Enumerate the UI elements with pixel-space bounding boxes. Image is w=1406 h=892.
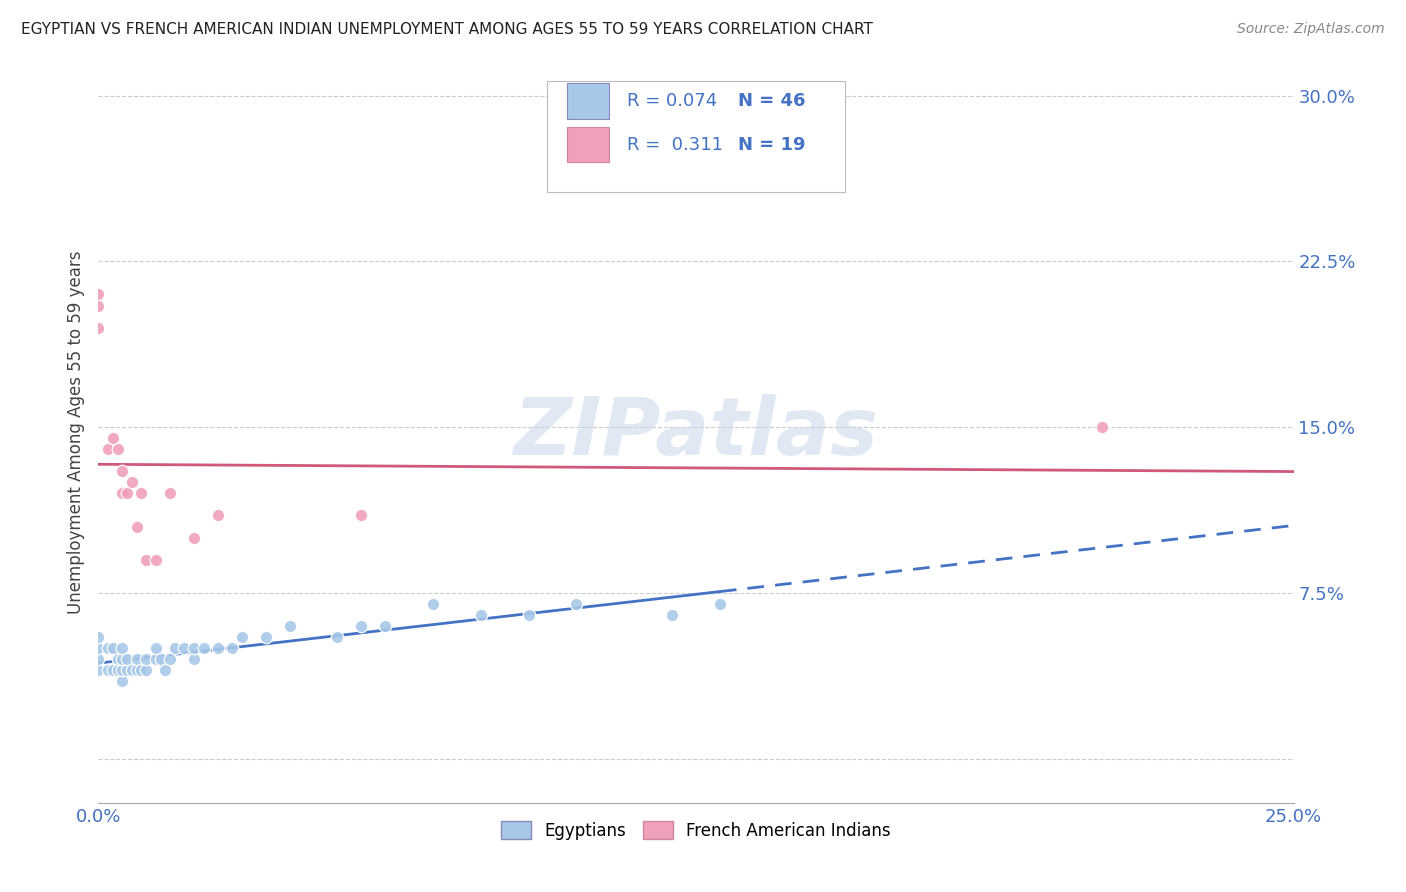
- Point: [145, 641, 167, 656]
- FancyBboxPatch shape: [567, 83, 609, 119]
- Point: [121, 475, 143, 490]
- Point: [107, 442, 129, 457]
- Text: Source: ZipAtlas.com: Source: ZipAtlas.com: [1237, 22, 1385, 37]
- Point: [207, 508, 229, 523]
- Point: [125, 519, 148, 533]
- Point: [159, 652, 181, 666]
- Point: [111, 486, 134, 500]
- Point: [1091, 420, 1114, 434]
- Point: [709, 597, 731, 611]
- Point: [661, 607, 683, 622]
- Point: [115, 663, 138, 677]
- Point: [97, 663, 120, 677]
- Point: [135, 663, 157, 677]
- Point: [101, 641, 124, 656]
- Text: R = 0.074: R = 0.074: [627, 92, 717, 110]
- Point: [111, 663, 134, 677]
- Point: [111, 652, 134, 666]
- Point: [87, 663, 110, 677]
- Y-axis label: Unemployment Among Ages 55 to 59 years: Unemployment Among Ages 55 to 59 years: [66, 251, 84, 615]
- Point: [87, 641, 110, 656]
- Point: [183, 531, 205, 545]
- Point: [565, 597, 588, 611]
- Point: [135, 652, 157, 666]
- FancyBboxPatch shape: [567, 127, 609, 162]
- Point: [470, 607, 492, 622]
- Point: [254, 630, 277, 644]
- Point: [374, 619, 396, 633]
- Point: [107, 663, 129, 677]
- Point: [145, 652, 167, 666]
- Point: [125, 652, 148, 666]
- Point: [97, 641, 120, 656]
- Point: [221, 641, 243, 656]
- Point: [97, 442, 120, 457]
- Legend: Egyptians, French American Indians: Egyptians, French American Indians: [495, 814, 897, 847]
- Point: [173, 641, 195, 656]
- Point: [107, 652, 129, 666]
- Point: [111, 641, 134, 656]
- Point: [183, 652, 205, 666]
- Point: [517, 607, 540, 622]
- Point: [115, 486, 138, 500]
- Text: N = 19: N = 19: [738, 136, 806, 153]
- Point: [145, 552, 167, 566]
- FancyBboxPatch shape: [547, 81, 845, 192]
- Point: [159, 486, 181, 500]
- Point: [207, 641, 229, 656]
- Point: [131, 663, 153, 677]
- Point: [111, 674, 134, 689]
- Point: [87, 299, 110, 313]
- Point: [149, 652, 172, 666]
- Point: [87, 320, 110, 334]
- Point: [101, 431, 124, 445]
- Point: [87, 287, 110, 301]
- Text: EGYPTIAN VS FRENCH AMERICAN INDIAN UNEMPLOYMENT AMONG AGES 55 TO 59 YEARS CORREL: EGYPTIAN VS FRENCH AMERICAN INDIAN UNEMP…: [21, 22, 873, 37]
- Point: [326, 630, 349, 644]
- Point: [125, 663, 148, 677]
- Point: [121, 663, 143, 677]
- Point: [135, 552, 157, 566]
- Point: [350, 619, 373, 633]
- Text: R =  0.311: R = 0.311: [627, 136, 723, 153]
- Point: [183, 641, 205, 656]
- Point: [131, 486, 153, 500]
- Point: [422, 597, 444, 611]
- Point: [111, 464, 134, 478]
- Point: [278, 619, 301, 633]
- Point: [87, 630, 110, 644]
- Point: [155, 663, 177, 677]
- Point: [350, 508, 373, 523]
- Point: [87, 652, 110, 666]
- Point: [193, 641, 215, 656]
- Point: [163, 641, 186, 656]
- Text: N = 46: N = 46: [738, 92, 806, 110]
- Point: [115, 652, 138, 666]
- Point: [231, 630, 253, 644]
- Text: ZIPatlas: ZIPatlas: [513, 393, 879, 472]
- Point: [101, 663, 124, 677]
